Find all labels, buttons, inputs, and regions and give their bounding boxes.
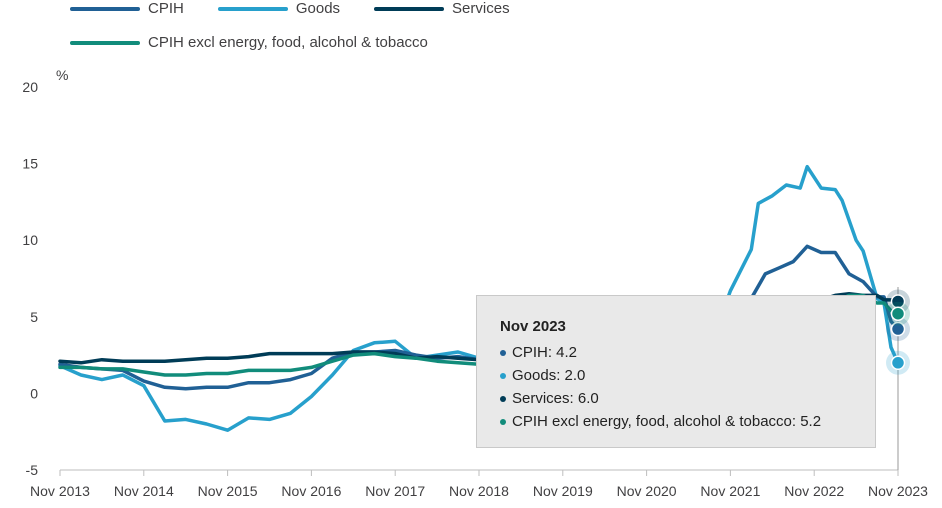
- legend-label-goods: Goods: [295, 0, 341, 17]
- y-tick-label: 5: [30, 309, 38, 325]
- legend-item-goods[interactable]: Goods: [217, 0, 341, 17]
- tooltip-dot-core: [500, 418, 506, 425]
- tooltip-row-cpih: CPIH: 4.2: [500, 341, 875, 364]
- tooltip-value-services: Services: 6.0: [512, 390, 599, 407]
- x-tick-label: Nov 2013: [30, 483, 90, 499]
- series-line-goods: [58, 164, 900, 432]
- y-tick-label: 20: [22, 79, 38, 95]
- x-tick-label: Nov 2022: [784, 483, 844, 499]
- legend-label-core: CPIH excl energy, food, alcohol & tobacc…: [148, 34, 428, 51]
- legend-item-services[interactable]: Services: [374, 0, 510, 17]
- legend-label-services: Services: [452, 0, 510, 17]
- legend-swatch-core: [70, 40, 140, 45]
- x-tick-label: Nov 2019: [533, 483, 593, 499]
- legend-swatch-goods: [217, 6, 288, 11]
- tooltip-row-core: CPIH excl energy, food, alcohol & tobacc…: [500, 410, 875, 433]
- legend-item-cpih[interactable]: CPIH: [70, 0, 184, 17]
- x-tick-label: Nov 2017: [365, 483, 425, 499]
- x-tick-label: Nov 2015: [198, 483, 258, 499]
- tooltip-row-services: Services: 6.0: [500, 387, 875, 410]
- y-axis-unit-label: %: [56, 67, 68, 83]
- tooltip-value-core: CPIH excl energy, food, alcohol & tobacc…: [512, 413, 822, 430]
- y-tick-label: 10: [22, 232, 38, 248]
- x-tick-label: Nov 2018: [449, 483, 509, 499]
- tooltip: Nov 2023 CPIH: 4.2 Goods: 2.0 Services: …: [476, 295, 876, 448]
- legend-swatch-services: [374, 6, 445, 11]
- highlight-point: [890, 355, 906, 371]
- tooltip-row-goods: Goods: 2.0: [500, 364, 875, 387]
- x-tick-label: Nov 2023: [868, 483, 928, 499]
- legend-row-1: CPIH Goods Services: [70, 0, 544, 17]
- y-tick-label: 15: [22, 156, 38, 172]
- highlight-point: [890, 321, 906, 337]
- x-tick-label: Nov 2016: [281, 483, 341, 499]
- tooltip-value-cpih: CPIH: 4.2: [512, 344, 578, 361]
- x-tick-label: Nov 2014: [114, 483, 174, 499]
- y-tick-label: 0: [30, 385, 38, 401]
- x-tick-label: Nov 2021: [700, 483, 760, 499]
- legend-swatch-cpih: [70, 6, 140, 11]
- tooltip-title: Nov 2023: [500, 318, 566, 335]
- tooltip-dot-cpih: [500, 349, 506, 356]
- legend-row-2: CPIH excl energy, food, alcohol & tobacc…: [70, 34, 462, 51]
- y-tick-label: -5: [26, 462, 39, 478]
- highlight-point: [890, 306, 906, 321]
- tooltip-dot-goods: [500, 372, 506, 379]
- legend-item-core[interactable]: CPIH excl energy, food, alcohol & tobacc…: [70, 34, 428, 51]
- tooltip-value-goods: Goods: 2.0: [512, 367, 586, 384]
- legend-label-cpih: CPIH: [148, 0, 184, 17]
- tooltip-dot-services: [500, 395, 506, 402]
- x-tick-label: Nov 2020: [617, 483, 677, 499]
